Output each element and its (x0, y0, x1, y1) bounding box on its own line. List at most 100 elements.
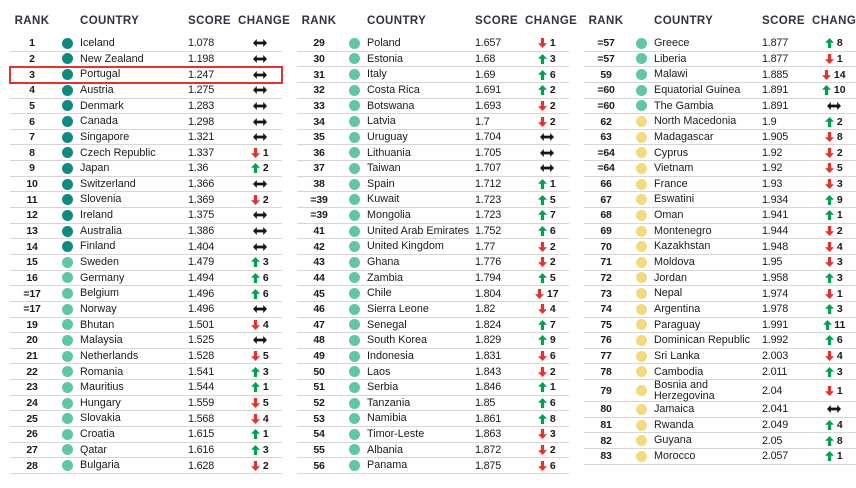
country-name: Sweden (80, 256, 120, 269)
rank-value: 2 (29, 52, 35, 65)
score-tier-dot (348, 131, 360, 143)
change-indicator: 9 (812, 194, 856, 206)
score-value: 1.541 (188, 365, 215, 378)
score-tier-dot (61, 84, 73, 96)
score-value: 1.82 (475, 303, 496, 316)
country-name: Italy (367, 68, 387, 81)
score-value: 1.861 (475, 412, 502, 425)
table-row: 16 Germany 1.494 6 (10, 271, 282, 287)
rank-value: 16 (26, 271, 38, 284)
no-change-icon (827, 101, 841, 110)
rank-value: 52 (313, 397, 325, 410)
change-indicator: 2 (525, 116, 569, 128)
change-indicator: 5 (812, 162, 856, 174)
down-arrow-icon (251, 398, 261, 409)
rank-value: =17 (23, 303, 41, 316)
score-value: 1.707 (475, 162, 502, 175)
ranking-table-1: RANK COUNTRY SCORE CHANGE 1 Iceland 1.078 2 New … (9, 12, 290, 474)
country-name: Uruguay (367, 130, 408, 143)
rank-value: 69 (600, 225, 612, 237)
change-indicator: 3 (525, 428, 569, 440)
change-value: 10 (833, 84, 846, 97)
up-arrow-icon (251, 366, 261, 377)
score-tier-dot (635, 319, 647, 331)
score-tier-dot (635, 194, 647, 206)
table-row: 43 Ghana 1.776 2 (297, 255, 569, 271)
no-change-icon (253, 117, 267, 126)
score-value: 1.776 (475, 256, 502, 269)
col-header-rank: RANK (14, 14, 50, 27)
table-row: 1 Iceland 1.078 (10, 36, 282, 52)
rank-value: 50 (313, 365, 325, 378)
change-indicator: 4 (238, 413, 282, 425)
table-row: 79 Bosnia and Herzegovina 2.04 1 (584, 380, 856, 403)
rank-value: 5 (29, 99, 35, 112)
country-name: Malaysia (80, 334, 123, 347)
change-indicator: 4 (238, 319, 282, 331)
change-indicator: 2 (812, 116, 856, 128)
change-value: 2 (549, 443, 556, 456)
table-row: 62 North Macedonia 1.9 2 (584, 114, 856, 130)
country-name: Portugal (80, 68, 121, 81)
col-header-change: CHANGE (525, 14, 578, 27)
change-indicator: 3 (812, 366, 856, 378)
change-value: 9 (549, 334, 556, 347)
down-arrow-icon (825, 241, 835, 252)
change-value: 1 (549, 178, 556, 191)
country-name: Panama (367, 459, 408, 472)
country-name: Nepal (654, 287, 683, 300)
rank-value: 22 (26, 365, 38, 378)
score-tier-dot (61, 428, 73, 440)
rank-value: 30 (313, 52, 325, 65)
score-value: 1.496 (188, 287, 215, 300)
table-row: 36 Lithuania 1.705 (297, 145, 569, 162)
score-tier-dot (635, 419, 647, 431)
change-indicator: 5 (525, 194, 569, 206)
change-indicator (238, 227, 282, 235)
score-tier-dot (61, 194, 73, 206)
change-indicator: 2 (525, 256, 569, 268)
score-value: 1.974 (762, 287, 789, 300)
country-name: Chile (367, 287, 392, 300)
score-tier-dot (61, 225, 73, 237)
rank-value: =39 (310, 193, 328, 206)
country-name: Mongolia (367, 209, 411, 222)
up-arrow-icon (822, 85, 832, 96)
down-arrow-icon (538, 38, 548, 49)
country-name: Morocco (654, 450, 696, 463)
rank-value: 74 (600, 303, 612, 316)
score-value: 1.948 (762, 240, 789, 253)
score-value: 1.872 (475, 443, 502, 456)
up-arrow-icon (538, 398, 548, 409)
table-row: 32 Costa Rica 1.691 2 (297, 83, 569, 99)
up-arrow-icon (538, 335, 548, 346)
change-value: 6 (549, 459, 556, 472)
score-tier-dot (348, 350, 360, 362)
score-value: 1.386 (188, 225, 215, 237)
change-value: 8 (836, 434, 843, 447)
no-change-icon (253, 180, 267, 189)
down-arrow-icon (538, 304, 548, 315)
change-value: 8 (836, 131, 843, 144)
country-name: Slovenia (80, 193, 122, 206)
up-arrow-icon (251, 257, 261, 268)
down-arrow-icon (825, 147, 835, 158)
change-indicator: 7 (525, 319, 569, 331)
change-indicator: 1 (812, 450, 856, 462)
rank-value: 15 (26, 256, 38, 269)
rank-value: =57 (597, 37, 615, 50)
rank-value: =17 (23, 287, 41, 300)
change-value: 4 (836, 419, 843, 432)
rank-value: 53 (313, 412, 325, 425)
down-arrow-icon (251, 194, 261, 205)
score-tier-dot (635, 209, 647, 221)
rank-value: =60 (597, 84, 615, 97)
country-name: United Arab Emirates (367, 224, 470, 237)
table-row: 27 Qatar 1.616 3 (10, 443, 282, 459)
down-arrow-icon (825, 132, 835, 143)
score-value: 1.891 (762, 99, 789, 112)
change-indicator (238, 180, 282, 189)
rank-value: 33 (313, 99, 325, 112)
country-name: Kazakhstan (654, 240, 711, 253)
table-row: 41 United Arab Emirates 1.752 6 (297, 224, 569, 240)
